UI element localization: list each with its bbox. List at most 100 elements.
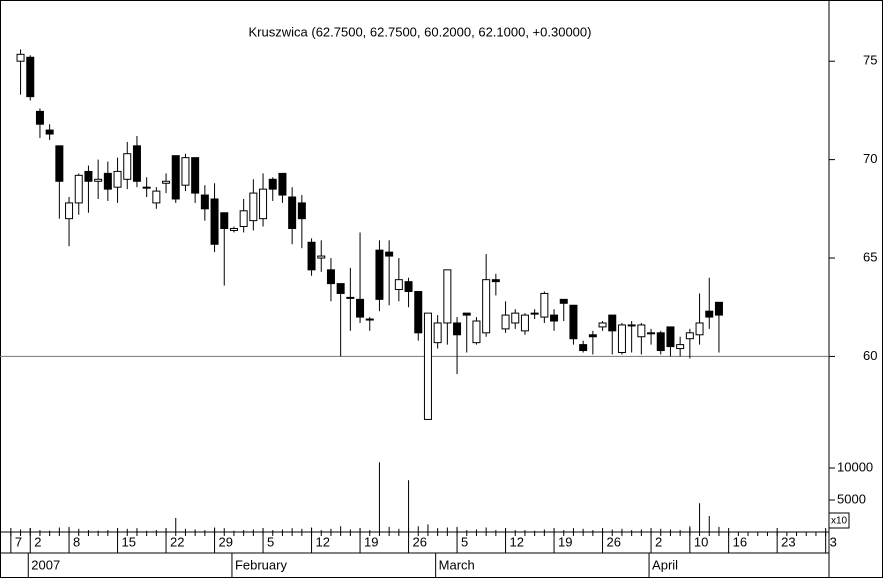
candle-body bbox=[365, 318, 374, 321]
candle-body bbox=[443, 269, 452, 324]
candle-body bbox=[472, 320, 481, 344]
y-tick-label: 60 bbox=[863, 348, 877, 363]
candle-body bbox=[346, 296, 355, 299]
x-tick-label: 23 bbox=[781, 534, 795, 549]
candle-body bbox=[210, 198, 219, 245]
candle-body bbox=[123, 153, 132, 180]
candle-body bbox=[288, 196, 297, 230]
candle-body bbox=[307, 241, 316, 271]
volume-tick-label: 5000 bbox=[837, 491, 866, 506]
candle-body bbox=[229, 228, 238, 231]
x-tick-label: 10 bbox=[694, 534, 708, 549]
candle-body bbox=[559, 298, 568, 304]
candle-body bbox=[171, 155, 180, 200]
candle-body bbox=[608, 314, 617, 332]
candle-body bbox=[162, 180, 171, 184]
y-tick-label: 65 bbox=[863, 249, 877, 264]
candle-body bbox=[627, 324, 636, 327]
x-tick-label: 2 bbox=[34, 534, 41, 549]
candle-body bbox=[113, 170, 122, 188]
candle-body bbox=[617, 324, 626, 353]
x-tick-label: 7 bbox=[15, 534, 22, 549]
x-tick-label: 3 bbox=[830, 534, 837, 549]
candle-body bbox=[705, 310, 714, 318]
candle-body bbox=[16, 53, 25, 62]
candle-body bbox=[74, 174, 83, 204]
candle-body bbox=[220, 212, 229, 230]
candle-body bbox=[414, 290, 423, 334]
candle-body bbox=[200, 194, 209, 210]
candle-body bbox=[317, 255, 326, 259]
candle-body bbox=[191, 157, 200, 194]
candle-body bbox=[482, 279, 491, 334]
candle-body bbox=[65, 202, 74, 220]
candle-body bbox=[132, 145, 141, 182]
candle-body bbox=[394, 279, 403, 291]
x-tick-label: 29 bbox=[219, 534, 233, 549]
candle-body bbox=[666, 326, 675, 348]
month-label: April bbox=[652, 557, 678, 572]
candle-body bbox=[94, 178, 103, 182]
candle-body bbox=[35, 110, 44, 125]
candle-body bbox=[685, 332, 694, 340]
candle-body bbox=[423, 312, 432, 420]
candle-body bbox=[84, 170, 93, 182]
month-label: February bbox=[235, 557, 288, 572]
candle-body bbox=[569, 304, 578, 340]
candle-body bbox=[375, 249, 384, 300]
candle-body bbox=[103, 172, 112, 190]
candle-body bbox=[676, 344, 685, 350]
candle-body bbox=[326, 269, 335, 285]
x-tick-label: 12 bbox=[510, 534, 524, 549]
volume-unit: x10 bbox=[831, 516, 848, 527]
candle-body bbox=[647, 332, 656, 335]
month-label: March bbox=[439, 557, 475, 572]
x-tick-label: 26 bbox=[413, 534, 427, 549]
x-tick-label: 8 bbox=[73, 534, 80, 549]
x-tick-label: 15 bbox=[122, 534, 136, 549]
candle-body bbox=[404, 281, 413, 292]
x-tick-label: 19 bbox=[364, 534, 378, 549]
candle-body bbox=[356, 298, 365, 318]
candle-body bbox=[491, 279, 500, 283]
candle-body bbox=[598, 322, 607, 328]
chart-title: Kruszwica (62.7500, 62.7500, 60.2000, 62… bbox=[249, 24, 592, 39]
candle-body bbox=[249, 192, 258, 222]
candle-body bbox=[385, 251, 394, 257]
x-tick-label: 16 bbox=[733, 534, 747, 549]
candle-body bbox=[550, 314, 559, 322]
candle-body bbox=[520, 314, 529, 332]
candle-body bbox=[579, 344, 588, 352]
candle-body bbox=[55, 145, 64, 182]
x-tick-label: 19 bbox=[558, 534, 572, 549]
y-tick-label: 75 bbox=[863, 53, 877, 68]
x-tick-label: 2 bbox=[655, 534, 662, 549]
candle-body bbox=[259, 188, 268, 220]
candle-body bbox=[142, 186, 151, 189]
candle-body bbox=[278, 172, 287, 196]
candle-body bbox=[26, 56, 35, 98]
candle-body bbox=[45, 129, 54, 135]
x-tick-label: 12 bbox=[316, 534, 330, 549]
candle-body bbox=[637, 324, 646, 338]
x-tick-label: 5 bbox=[267, 534, 274, 549]
month-label: 2007 bbox=[31, 557, 60, 572]
volume-unit-box bbox=[828, 512, 850, 529]
candle-body bbox=[656, 332, 665, 352]
candle-body bbox=[239, 210, 248, 228]
candle-body bbox=[540, 292, 549, 318]
x-tick-label: 26 bbox=[607, 534, 621, 549]
candle-body bbox=[181, 157, 190, 186]
candle-body bbox=[268, 178, 277, 190]
candle-body bbox=[453, 322, 462, 336]
candle-body bbox=[501, 314, 510, 330]
candle-body bbox=[152, 190, 161, 204]
candle-body bbox=[695, 322, 704, 336]
candle-body bbox=[530, 312, 539, 315]
candle-body bbox=[462, 312, 471, 316]
x-tick-label: 5 bbox=[461, 534, 468, 549]
candle-body bbox=[336, 283, 345, 294]
candle-body bbox=[588, 334, 597, 338]
